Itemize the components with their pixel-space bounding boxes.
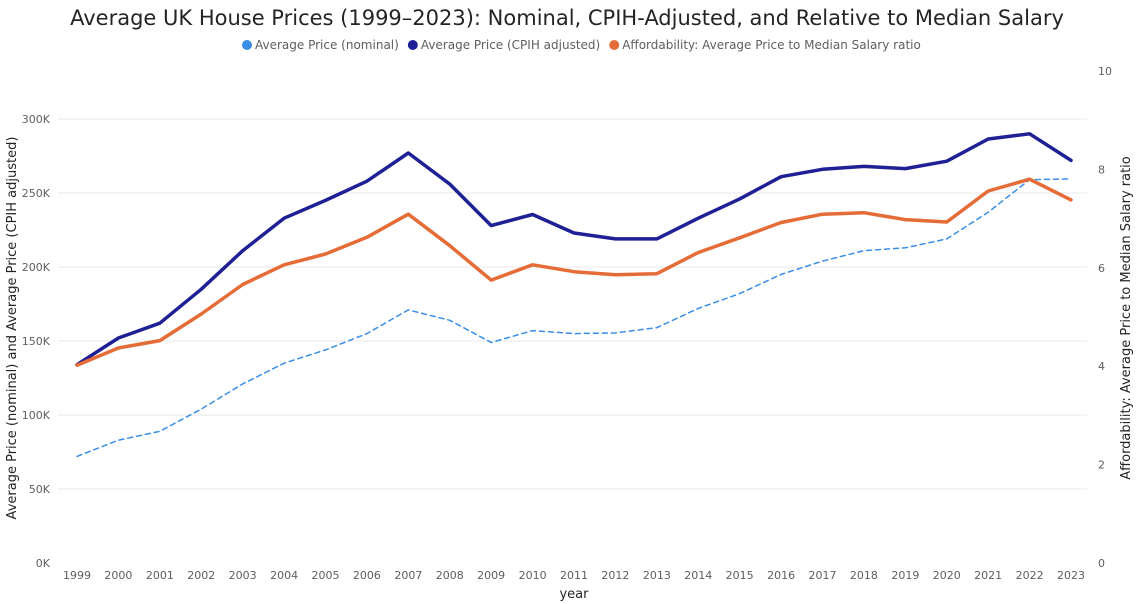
- plot-area: [75, 132, 1073, 458]
- y-axis-left: 0K 50K 100K 150K 200K 250K 300K: [22, 113, 51, 570]
- y-tick-label: 150K: [22, 335, 51, 348]
- series-line-1: [76, 178, 1072, 458]
- x-tick-label: 2017: [809, 569, 837, 582]
- y-tick-label: 0K: [36, 557, 51, 570]
- x-tick-label: 2006: [353, 569, 381, 582]
- legend-label[interactable]: Average Price (CPIH adjusted): [421, 38, 600, 52]
- x-tick-label: 2016: [767, 569, 795, 582]
- x-tick-label: 2004: [270, 569, 298, 582]
- y-tick-label: 300K: [22, 113, 51, 126]
- x-tick-label: 2022: [1016, 569, 1044, 582]
- legend-marker: [609, 40, 620, 50]
- x-axis: 1999 2000 2001 2002 2003 2004 2005 2006 2007 2008…: [63, 569, 1085, 582]
- y-tick-label: 250K: [22, 187, 51, 200]
- x-tick-label: 2018: [850, 569, 878, 582]
- y2-tick-label: 2: [1098, 459, 1105, 472]
- legend-label[interactable]: Average Price (nominal): [255, 38, 399, 52]
- y2-tick-label: 0: [1098, 557, 1105, 570]
- legend: Average Price (nominal) Average Price (CP…: [242, 38, 921, 52]
- legend-marker: [242, 40, 252, 50]
- legend-label[interactable]: Affordability: Average Price to Median S…: [622, 38, 921, 52]
- series-line-2: [75, 132, 1073, 367]
- x-tick-label: 2002: [187, 569, 215, 582]
- y-axis-left-title: Average Price (nominal) and Average Pric…: [5, 137, 20, 520]
- y-tick-label: 200K: [22, 261, 51, 274]
- x-tick-label: 2014: [684, 569, 712, 582]
- x-tick-label: 2010: [519, 569, 547, 582]
- x-tick-label: 2003: [229, 569, 257, 582]
- y-axis-right-title: Affordability: Average Price to Median S…: [1119, 156, 1134, 480]
- x-tick-label: 2020: [933, 569, 961, 582]
- y2-tick-label: 6: [1098, 262, 1105, 275]
- x-tick-label: 2013: [643, 569, 671, 582]
- x-tick-label: 2007: [394, 569, 422, 582]
- y2-tick-label: 10: [1098, 65, 1112, 78]
- legend-marker: [407, 40, 418, 50]
- x-tick-label: 2021: [974, 569, 1002, 582]
- x-tick-label: 1999: [63, 569, 91, 582]
- x-tick-label: 2023: [1057, 569, 1085, 582]
- chart-title: Average UK House Prices (1999–2023): Nom…: [70, 6, 1064, 30]
- y-tick-label: 100K: [22, 409, 51, 422]
- x-axis-title: year: [559, 587, 589, 602]
- x-tick-label: 2008: [436, 569, 464, 582]
- x-tick-label: 2019: [891, 569, 919, 582]
- x-tick-label: 2011: [560, 569, 588, 582]
- x-tick-label: 2005: [312, 569, 340, 582]
- x-tick-label: 2000: [104, 569, 132, 582]
- x-tick-label: 2001: [146, 569, 174, 582]
- y-tick-label: 50K: [29, 483, 51, 496]
- y-axis-right: 0 2 4 6 8 10: [1098, 65, 1112, 570]
- y2-tick-label: 8: [1098, 163, 1105, 176]
- x-tick-label: 2009: [477, 569, 505, 582]
- series-line-3: [75, 177, 1073, 367]
- y2-tick-label: 4: [1098, 360, 1105, 373]
- x-tick-label: 2015: [726, 569, 754, 582]
- x-tick-label: 2012: [601, 569, 629, 582]
- gridlines: [58, 118, 1087, 490]
